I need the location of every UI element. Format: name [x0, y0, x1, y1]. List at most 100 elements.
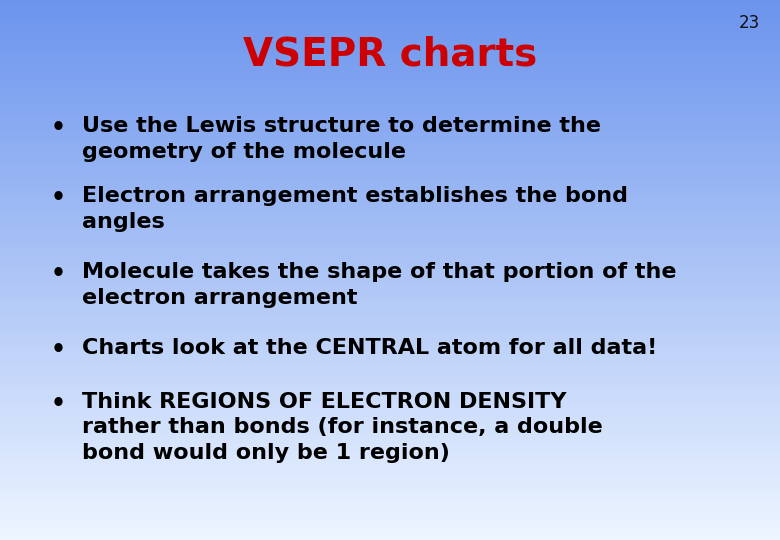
Bar: [0, 201, 780, 202]
Bar: [0, 93, 780, 94]
Bar: [0, 184, 780, 185]
Bar: [0, 51, 780, 53]
Bar: [0, 352, 780, 354]
Bar: [0, 392, 780, 393]
Bar: [0, 502, 780, 503]
Bar: [0, 191, 780, 192]
Bar: [0, 214, 780, 216]
Bar: [0, 108, 780, 109]
Bar: [0, 165, 780, 166]
Bar: [0, 242, 780, 243]
Bar: [0, 460, 780, 462]
Bar: [0, 381, 780, 382]
Bar: [0, 50, 780, 51]
Bar: [0, 519, 780, 521]
Bar: [0, 463, 780, 464]
Text: 23: 23: [739, 14, 760, 31]
Bar: [0, 462, 780, 463]
Bar: [0, 287, 780, 289]
Bar: [0, 428, 780, 429]
Bar: [0, 206, 780, 208]
Bar: [0, 189, 780, 191]
Bar: [0, 138, 780, 139]
Bar: [0, 345, 780, 346]
Bar: [0, 73, 780, 74]
Bar: [0, 209, 780, 211]
Bar: [0, 66, 780, 68]
Bar: [0, 146, 780, 147]
Bar: [0, 96, 780, 97]
Bar: [0, 239, 780, 240]
Bar: [0, 124, 780, 126]
Bar: [0, 394, 780, 395]
Bar: [0, 513, 780, 514]
Bar: [0, 335, 780, 336]
Bar: [0, 496, 780, 497]
Bar: [0, 459, 780, 460]
Bar: [0, 370, 780, 372]
Bar: [0, 316, 780, 317]
Bar: [0, 43, 780, 45]
Bar: [0, 74, 780, 76]
Bar: [0, 202, 780, 204]
Bar: [0, 405, 780, 406]
Bar: [0, 246, 780, 247]
Bar: [0, 193, 780, 194]
Bar: [0, 232, 780, 233]
Bar: [0, 524, 780, 525]
Bar: [0, 321, 780, 322]
Bar: [0, 20, 780, 22]
Bar: [0, 294, 780, 296]
Bar: [0, 400, 780, 401]
Bar: [0, 302, 780, 303]
Bar: [0, 77, 780, 78]
Bar: [0, 156, 780, 157]
Bar: [0, 145, 780, 146]
Bar: [0, 372, 780, 373]
Bar: [0, 319, 780, 320]
Bar: [0, 368, 780, 370]
Bar: [0, 150, 780, 151]
Bar: [0, 127, 780, 128]
Bar: [0, 255, 780, 256]
Bar: [0, 343, 780, 345]
Bar: [0, 271, 780, 273]
Bar: [0, 235, 780, 237]
Bar: [0, 433, 780, 435]
Bar: [0, 384, 780, 386]
Bar: [0, 390, 780, 392]
Bar: [0, 338, 780, 339]
Bar: [0, 157, 780, 158]
Bar: [0, 339, 780, 340]
Bar: [0, 240, 780, 241]
Bar: [0, 78, 780, 79]
Bar: [0, 382, 780, 383]
Bar: [0, 300, 780, 301]
Bar: [0, 421, 780, 422]
Bar: [0, 65, 780, 66]
Bar: [0, 424, 780, 426]
Bar: [0, 379, 780, 381]
Bar: [0, 62, 780, 63]
Bar: [0, 81, 780, 82]
Bar: [0, 532, 780, 534]
Bar: [0, 103, 780, 104]
Bar: [0, 244, 780, 246]
Bar: [0, 148, 780, 150]
Bar: [0, 334, 780, 335]
Bar: [0, 28, 780, 30]
Bar: [0, 426, 780, 427]
Bar: [0, 313, 780, 314]
Bar: [0, 97, 780, 98]
Bar: [0, 253, 780, 254]
Bar: [0, 47, 780, 49]
Bar: [0, 265, 780, 266]
Bar: [0, 471, 780, 472]
Bar: [0, 291, 780, 292]
Bar: [0, 507, 780, 508]
Bar: [0, 518, 780, 519]
Bar: [0, 415, 780, 416]
Bar: [0, 305, 780, 306]
Bar: [0, 523, 780, 524]
Bar: [0, 324, 780, 325]
